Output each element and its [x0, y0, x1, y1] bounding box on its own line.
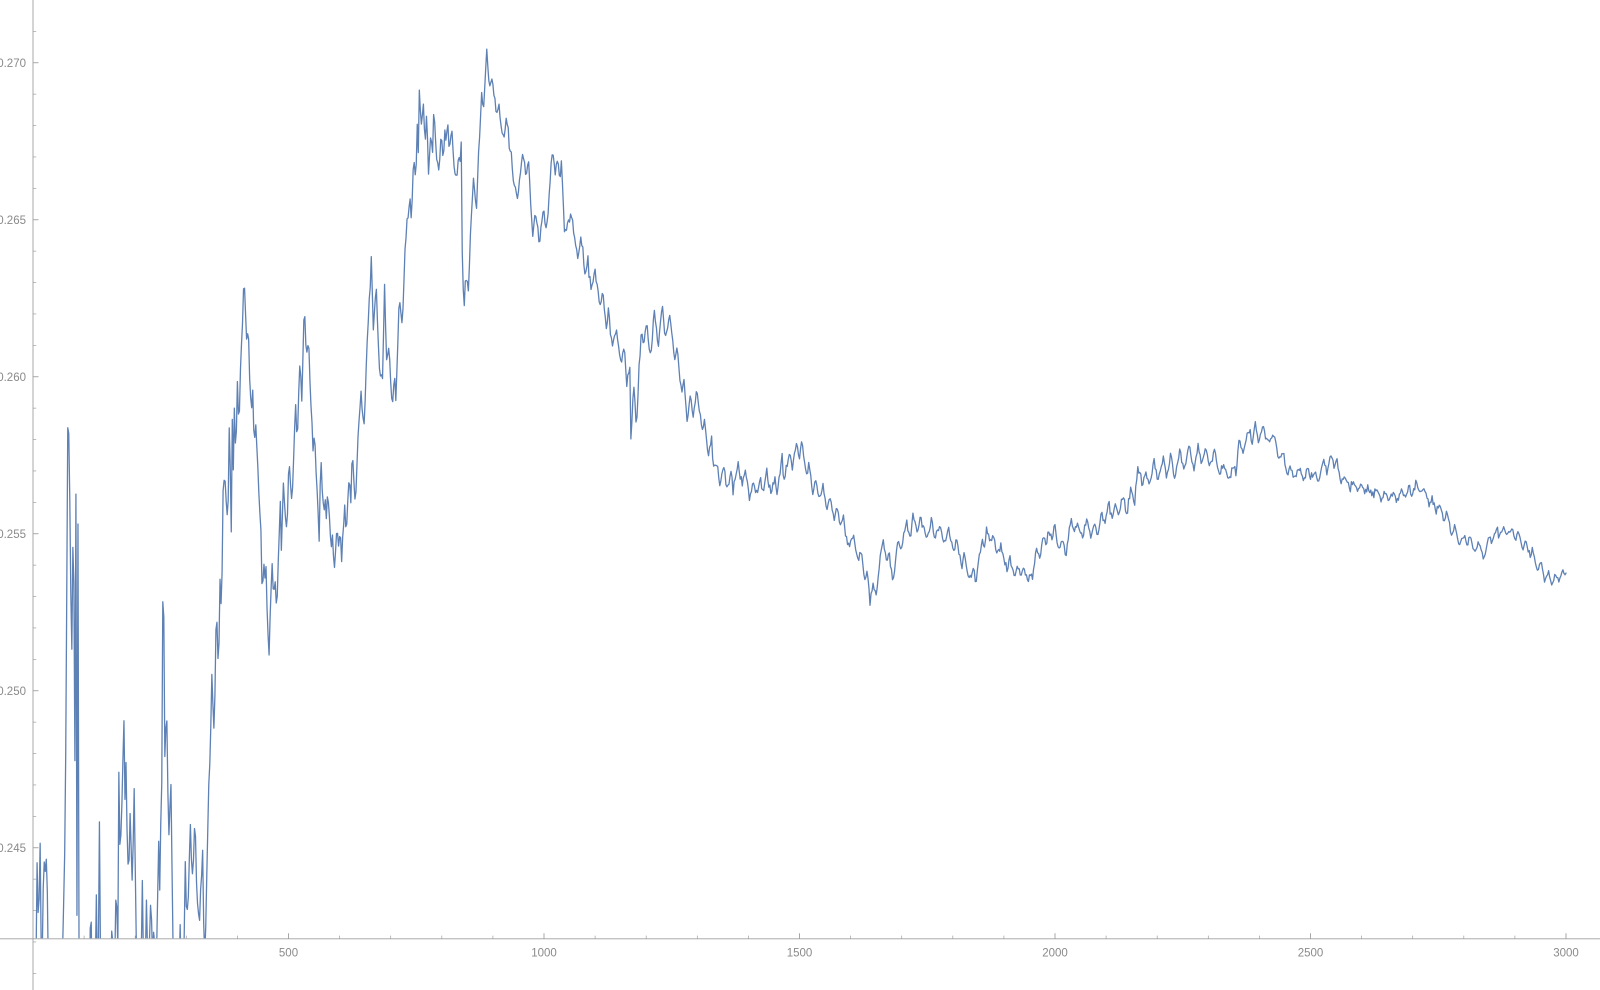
data-series-line	[35, 48, 1567, 939]
tick-label: 3000	[1553, 947, 1579, 959]
tick-label: 0.270	[0, 58, 26, 70]
tick-label: 0.255	[0, 529, 26, 541]
tick-label: 0.265	[0, 215, 26, 227]
axis-ticks	[33, 30, 1567, 974]
tick-label: 1500	[787, 947, 813, 959]
tick-label: 1000	[531, 947, 557, 959]
tick-label: 0.260	[0, 372, 26, 384]
tick-label: 2500	[1298, 947, 1324, 959]
tick-label: 0.250	[0, 686, 26, 698]
tick-label: 500	[279, 947, 298, 959]
tick-label: 0.245	[0, 843, 26, 855]
axis-tick-labels: 500 1000 1500 2000 2500 3000 0.245 0.250 0.255 0.…	[0, 58, 1579, 960]
tick-label: 2000	[1042, 947, 1068, 959]
data-series	[35, 48, 1567, 939]
